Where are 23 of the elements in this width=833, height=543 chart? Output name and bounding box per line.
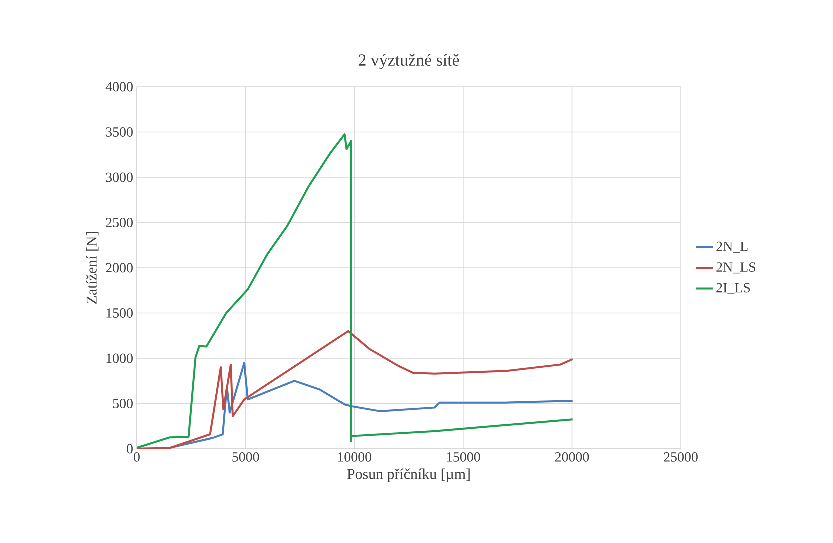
x-tick-label: 25000 (664, 452, 698, 462)
x-tick-label: 10000 (338, 452, 372, 462)
line-series (137, 330, 574, 449)
line-series (137, 134, 574, 449)
x-axis-title: Posun příčníku [µm] (347, 468, 470, 482)
x-tick-label: 15000 (447, 452, 480, 462)
y-axis-title: Zatížení [N] (86, 232, 99, 304)
y-tick-label: 500 (113, 399, 133, 408)
y-tick-label: 1000 (106, 354, 133, 364)
y-tick-label: 2500 (106, 218, 133, 228)
y-tick-label: 3000 (106, 172, 133, 182)
y-tick-label: 4000 (106, 82, 133, 92)
legend-label: 2N_L (716, 242, 748, 253)
legend-label: 2N_LS (716, 262, 756, 274)
chart-title: 2 výztužné sítě (358, 54, 460, 70)
x-tick-label: 20000 (555, 452, 590, 462)
y-tick-label: 0 (127, 444, 133, 454)
x-tick-label: 0 (134, 452, 140, 462)
y-tick-label: 2000 (106, 263, 133, 273)
y-tick-label: 1500 (106, 308, 133, 318)
x-tick-label: 5000 (232, 452, 260, 462)
y-tick-label: 3500 (106, 128, 133, 137)
legend-label: 2I_LS (716, 283, 750, 294)
